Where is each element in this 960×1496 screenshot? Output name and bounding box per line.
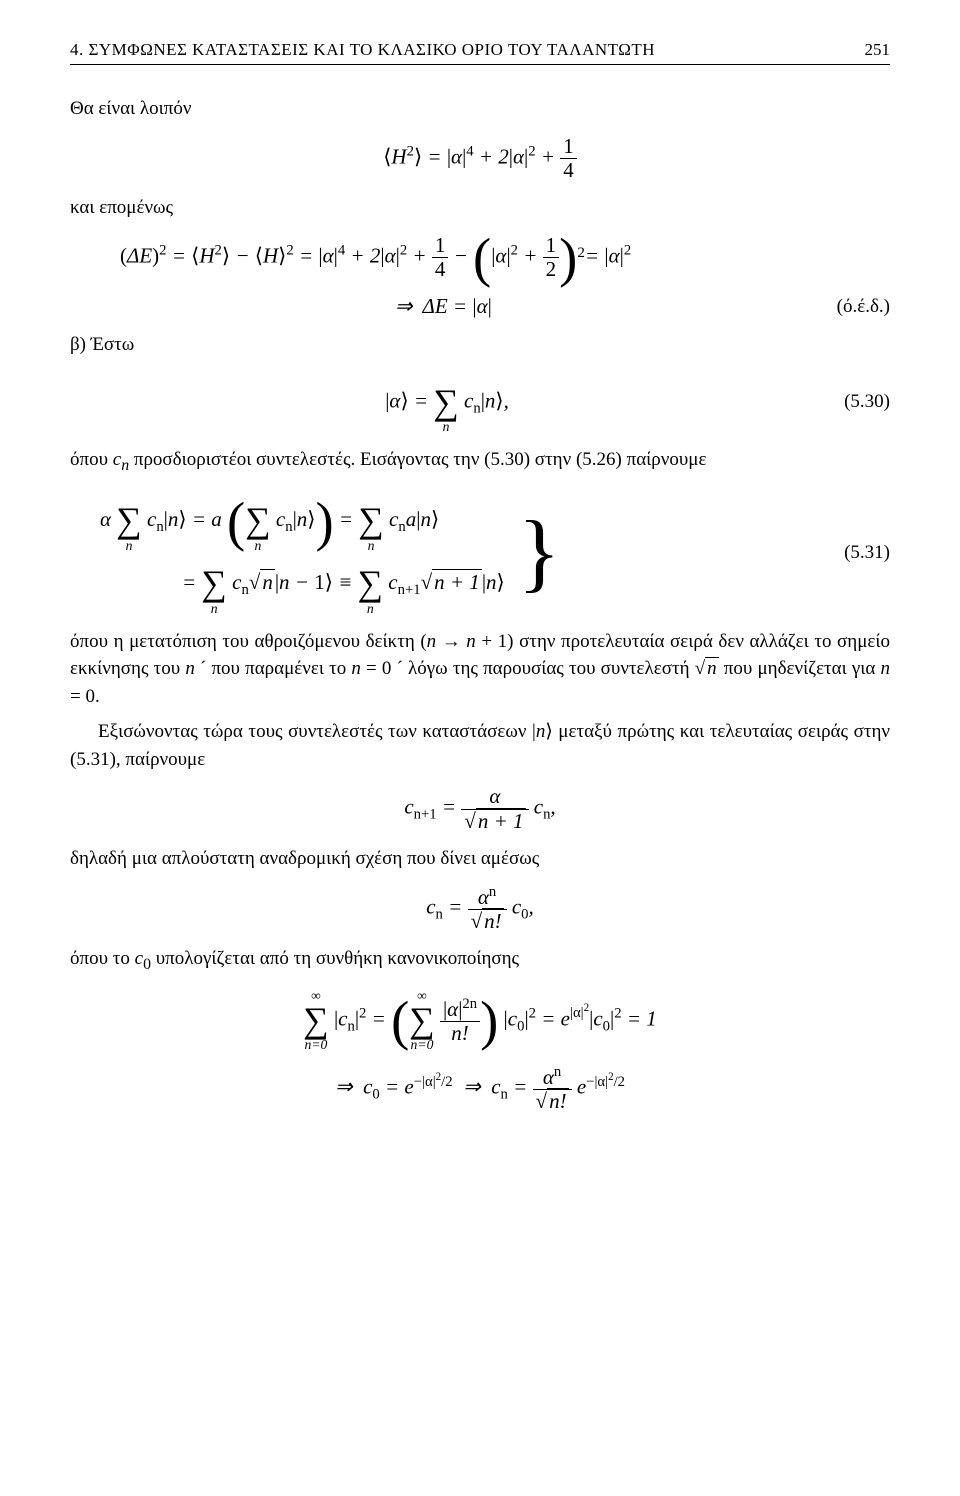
equation-531-num: (5.31) [824, 542, 890, 564]
equation-h2-body: ⟨H2⟩ = |α|4 + 2|α|2 + 14 [70, 135, 890, 182]
equation-c0: ⇒ c0 = e−|α|2/2 ⇒ cn = αnn! e−|α|2/2 [70, 1064, 890, 1113]
para-5d: ´ λόγω της παρουσίας του συντελεστή [391, 658, 694, 679]
equation-h2: ⟨H2⟩ = |α|4 + 2|α|2 + 14 [70, 135, 890, 182]
equation-530: |α⟩ = ∑n cn|n⟩, (5.30) [70, 371, 890, 434]
equation-c0-body: ⇒ c0 = e−|α|2/2 ⇒ cn = αnn! e−|α|2/2 [70, 1064, 890, 1113]
para-7: δηλαδή μια απλούστατη αναδρομική σχέση π… [70, 845, 890, 873]
equation-531-body: α ∑n cn|n⟩ = a ( ∑n cn|n⟩) = ∑n cna|n⟩ =… [70, 490, 824, 616]
header-section: 4. ΣΥΜΦΩΝΕΣ ΚΑΤΑΣΤΑΣΕΙΣ ΚΑΙ ΤΟ ΚΛΑΣΙΚΟ Ο… [70, 40, 655, 60]
para-8a: όπου το [70, 948, 135, 969]
para-4b: προσδιοριστέοι συντελεστές. Εισάγοντας τ… [129, 449, 706, 470]
para-6a: Εξισώνοντας τώρα τους συντελεστές των κα… [98, 721, 536, 742]
para-4: όπου cn προσδιοριστέοι συντελεστές. Εισά… [70, 446, 890, 478]
page-header: 4. ΣΥΜΦΩΝΕΣ ΚΑΤΑΣΤΑΣΕΙΣ ΚΑΙ ΤΟ ΚΛΑΣΙΚΟ Ο… [70, 40, 890, 65]
equation-normalisation: ∞∑n=0 |cn|2 = (∞∑n=0 |α|2nn!) |c0|2 = e|… [70, 989, 890, 1052]
equation-deltaE-sq: (ΔE)2 = ⟨H2⟩ − ⟨H⟩2 = |α|4 + 2|α|2 + 14 … [70, 233, 890, 282]
equation-recursion-body: cn+1 = αn + 1 cn, [70, 785, 890, 832]
para-5: όπου η μετατόπιση του αθροιζόμενου δείκτ… [70, 628, 890, 711]
para-5a: όπου η μετατόπιση του αθροιζόμενου δείκτ… [70, 631, 427, 652]
para-8: όπου το c0 υπολογίζεται από τη συνθήκη κ… [70, 945, 890, 977]
para-1: Θα είναι λοιπόν [70, 95, 890, 123]
para-5c: ´ που παραμένει το [195, 658, 352, 679]
equation-normalisation-body: ∞∑n=0 |cn|2 = (∞∑n=0 |α|2nn!) |c0|2 = e|… [70, 989, 890, 1052]
equation-531: α ∑n cn|n⟩ = a ( ∑n cn|n⟩) = ∑n cna|n⟩ =… [70, 490, 890, 616]
equation-cn-body: cn = αnn! c0, [70, 884, 890, 933]
page-number: 251 [865, 40, 891, 60]
equation-530-num: (5.30) [824, 391, 890, 413]
equation-deltaE-body: ⇒ ΔE = |α| [70, 294, 817, 319]
equation-recursion: cn+1 = αn + 1 cn, [70, 785, 890, 832]
page: 4. ΣΥΜΦΩΝΕΣ ΚΑΤΑΣΤΑΣΕΙΣ ΚΑΙ ΤΟ ΚΛΑΣΙΚΟ Ο… [0, 0, 960, 1496]
equation-deltaE: ⇒ ΔE = |α| (ό.έ.δ.) [70, 294, 890, 319]
section-number: 4. [70, 40, 84, 59]
para-6: Εξισώνοντας τώρα τους συντελεστές των κα… [70, 718, 890, 773]
section-title: ΣΥΜΦΩΝΕΣ ΚΑΤΑΣΤΑΣΕΙΣ ΚΑΙ ΤΟ ΚΛΑΣΙΚΟ ΟΡΙΟ… [89, 40, 656, 59]
para-3: β) Έστω [70, 331, 890, 359]
para-5f: . [95, 686, 100, 707]
equation-deltaE-num: (ό.έ.δ.) [817, 296, 890, 318]
para-4a: όπου [70, 449, 113, 470]
equation-deltaE-sq-body: (ΔE)2 = ⟨H2⟩ − ⟨H⟩2 = |α|4 + 2|α|2 + 14 … [70, 233, 890, 282]
para-8b: υπολογίζεται από τη συνθήκη κανονικοποίη… [151, 948, 519, 969]
equation-cn: cn = αnn! c0, [70, 884, 890, 933]
para-2: και επομένως [70, 194, 890, 222]
equation-530-body: |α⟩ = ∑n cn|n⟩, [70, 371, 824, 434]
para-5e: που μηδενίζεται για [719, 658, 881, 679]
